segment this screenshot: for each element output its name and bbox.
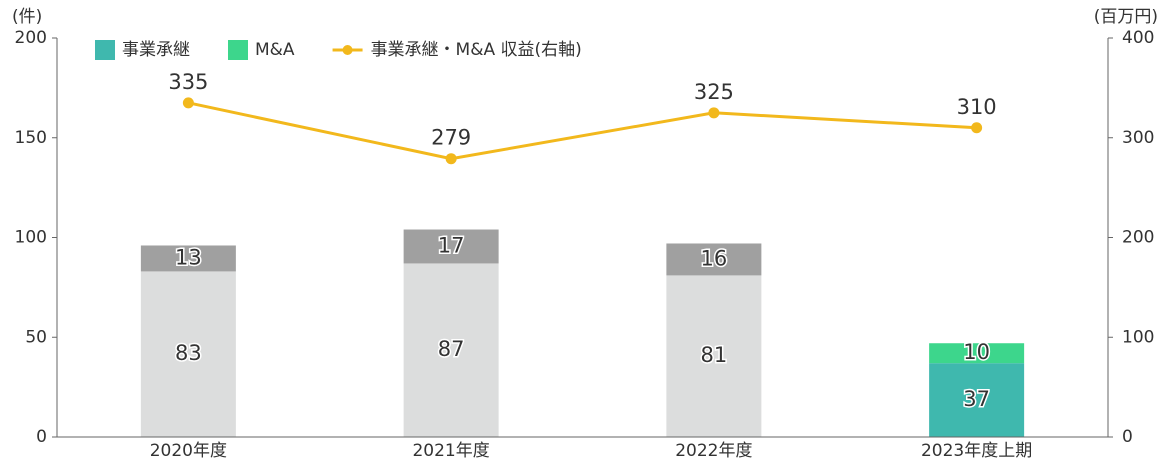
x-tick-label: 2022年度 (675, 441, 752, 460)
data-label: 310 (957, 95, 997, 119)
line-point (708, 107, 720, 119)
y2-axis-label: (百万円) (1094, 7, 1158, 27)
x-tick-label: 2021年度 (412, 441, 489, 460)
line-point (445, 153, 457, 165)
data-label: 10 (963, 340, 990, 364)
y2-tick-label: 200 (1122, 228, 1154, 248)
y-tick-label: 150 (15, 128, 47, 148)
data-label: 37 (963, 387, 990, 411)
y-axis-label: (件) (12, 7, 42, 27)
legend-marker (342, 45, 353, 55)
data-label: 81 (701, 343, 728, 367)
bar-segment (140, 245, 236, 272)
legend-label: M&A (255, 40, 295, 60)
legend-label: 事業承継 (122, 40, 190, 60)
data-label: 87 (438, 337, 465, 361)
y2-tick-label: 100 (1122, 327, 1154, 347)
data-label: 17 (438, 233, 465, 257)
line (188, 101, 977, 161)
bar-segment (403, 229, 499, 264)
data-label: 279 (431, 126, 471, 150)
data-label: 83 (175, 341, 202, 365)
x-tick-label: 2020年度 (150, 441, 227, 460)
bar-segment (403, 263, 499, 437)
y-tick-label: 0 (36, 427, 47, 447)
line-point (971, 122, 983, 134)
legend-swatch (95, 40, 115, 60)
x-tick-label: 2023年度上期 (921, 441, 1032, 460)
bar-segment (140, 271, 236, 437)
y2-tick-label: 400 (1122, 28, 1154, 48)
legend-swatch (228, 40, 248, 60)
y2-tick-label: 300 (1122, 128, 1154, 148)
data-label: 335 (168, 70, 208, 94)
y-tick-label: 100 (15, 228, 47, 248)
line-point (182, 97, 194, 109)
y-tick-label: 50 (25, 327, 47, 347)
bar-segment (666, 243, 762, 276)
data-label: 325 (694, 80, 734, 104)
bar-segment (666, 275, 762, 437)
data-label: 13 (175, 245, 202, 269)
legend-label: 事業承継・M&A 収益(右軸) (371, 40, 582, 60)
data-label: 16 (701, 246, 728, 270)
bar-segment (929, 363, 1025, 437)
bar-segment (929, 343, 1025, 364)
y2-tick-label: 0 (1122, 427, 1133, 447)
y-tick-label: 200 (15, 28, 47, 48)
